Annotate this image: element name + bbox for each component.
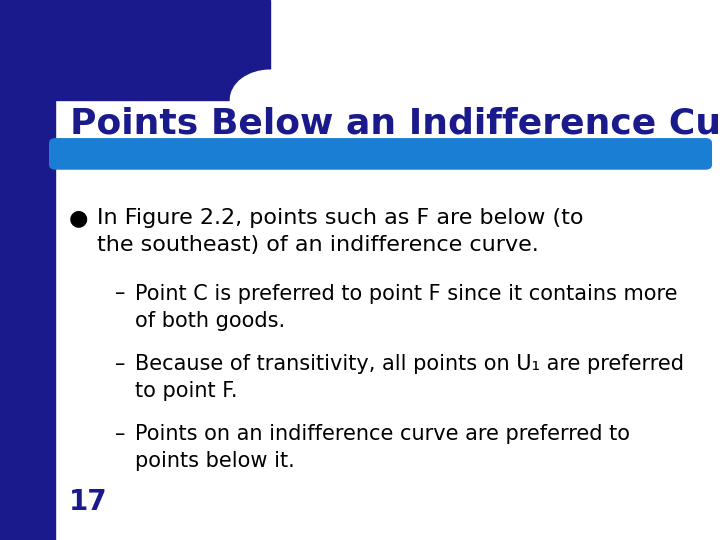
Text: Because of transitivity, all points on U₁ are preferred
to point F.: Because of transitivity, all points on U… — [135, 354, 684, 401]
Text: ●: ● — [68, 208, 88, 228]
Text: 17: 17 — [68, 488, 107, 516]
Text: Points Below an Indifference Curve: Points Below an Indifference Curve — [70, 106, 720, 140]
Text: –: – — [115, 424, 125, 444]
Text: –: – — [115, 354, 125, 374]
Text: Points on an indifference curve are preferred to
points below it.: Points on an indifference curve are pref… — [135, 424, 631, 471]
Text: Point C is preferred to point F since it contains more
of both goods.: Point C is preferred to point F since it… — [135, 284, 678, 330]
Text: –: – — [115, 284, 125, 303]
Text: In Figure 2.2, points such as F are below (to
the southeast) of an indifference : In Figure 2.2, points such as F are belo… — [97, 208, 584, 255]
